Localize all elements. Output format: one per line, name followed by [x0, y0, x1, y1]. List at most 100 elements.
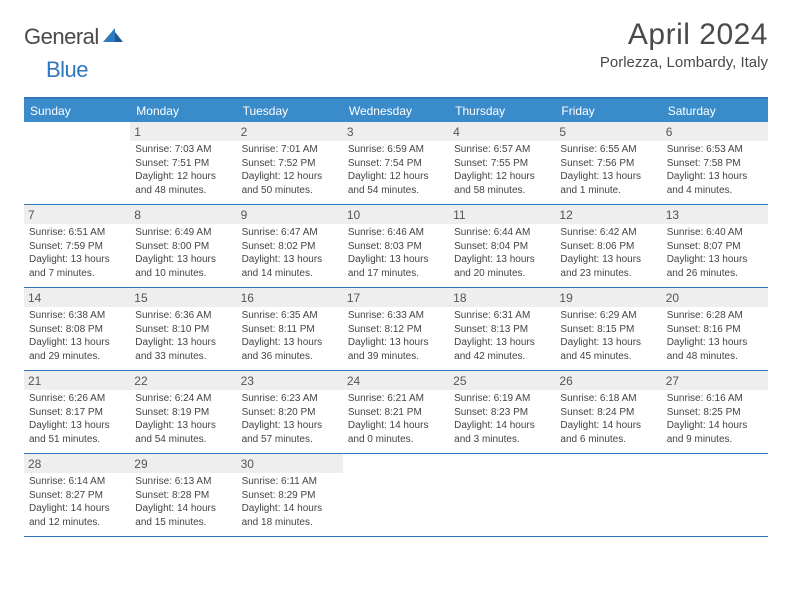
day-body: Sunrise: 6:14 AMSunset: 8:27 PMDaylight:…: [27, 475, 127, 529]
daylight-text: and 26 minutes.: [667, 267, 763, 281]
sunset-text: Sunset: 8:02 PM: [242, 240, 338, 254]
daylight-text: and 17 minutes.: [348, 267, 444, 281]
sunset-text: Sunset: 8:23 PM: [454, 406, 550, 420]
day-body: Sunrise: 6:24 AMSunset: 8:19 PMDaylight:…: [133, 392, 233, 446]
daylight-text: and 45 minutes.: [560, 350, 656, 364]
day-number: [666, 457, 764, 471]
day-number-bar: [24, 122, 130, 141]
daylight-text: Daylight: 14 hours: [454, 419, 550, 433]
day-number-bar: 13: [662, 205, 768, 224]
day-number: 10: [347, 208, 445, 222]
day-number-bar: 22: [130, 371, 236, 390]
day-cell: 13Sunrise: 6:40 AMSunset: 8:07 PMDayligh…: [662, 205, 768, 287]
daylight-text: Daylight: 13 hours: [348, 336, 444, 350]
sunset-text: Sunset: 8:10 PM: [135, 323, 231, 337]
sunset-text: Sunset: 8:20 PM: [242, 406, 338, 420]
daylight-text: and 15 minutes.: [135, 516, 231, 530]
day-number-bar: 15: [130, 288, 236, 307]
daylight-text: Daylight: 13 hours: [29, 253, 125, 267]
day-body: Sunrise: 6:46 AMSunset: 8:03 PMDaylight:…: [346, 226, 446, 280]
weekday-label: Monday: [130, 99, 236, 122]
daylight-text: Daylight: 13 hours: [29, 419, 125, 433]
sunrise-text: Sunrise: 6:59 AM: [348, 143, 444, 157]
day-number: 25: [453, 374, 551, 388]
calendar: SundayMondayTuesdayWednesdayThursdayFrid…: [24, 97, 768, 537]
day-cell: 6Sunrise: 6:53 AMSunset: 7:58 PMDaylight…: [662, 122, 768, 204]
sunrise-text: Sunrise: 6:23 AM: [242, 392, 338, 406]
daylight-text: Daylight: 13 hours: [242, 419, 338, 433]
day-cell: 14Sunrise: 6:38 AMSunset: 8:08 PMDayligh…: [24, 288, 130, 370]
day-number-bar: 7: [24, 205, 130, 224]
sunset-text: Sunset: 8:06 PM: [560, 240, 656, 254]
day-cell: 7Sunrise: 6:51 AMSunset: 7:59 PMDaylight…: [24, 205, 130, 287]
day-number: 27: [666, 374, 764, 388]
day-number: 4: [453, 125, 551, 139]
sunrise-text: Sunrise: 6:57 AM: [454, 143, 550, 157]
sunrise-text: Sunrise: 6:31 AM: [454, 309, 550, 323]
day-number-bar: 5: [555, 122, 661, 141]
sunset-text: Sunset: 7:54 PM: [348, 157, 444, 171]
day-body: Sunrise: 6:36 AMSunset: 8:10 PMDaylight:…: [133, 309, 233, 363]
day-number-bar: 17: [343, 288, 449, 307]
day-body: Sunrise: 6:49 AMSunset: 8:00 PMDaylight:…: [133, 226, 233, 280]
sunrise-text: Sunrise: 6:55 AM: [560, 143, 656, 157]
daylight-text: and 7 minutes.: [29, 267, 125, 281]
daylight-text: Daylight: 13 hours: [135, 336, 231, 350]
day-number-bar: 1: [130, 122, 236, 141]
sunset-text: Sunset: 8:04 PM: [454, 240, 550, 254]
sunset-text: Sunset: 8:21 PM: [348, 406, 444, 420]
day-number: 8: [134, 208, 232, 222]
daylight-text: Daylight: 13 hours: [454, 336, 550, 350]
day-number: 23: [241, 374, 339, 388]
weekday-label: Friday: [555, 99, 661, 122]
weekday-label: Thursday: [449, 99, 555, 122]
weekday-label: Wednesday: [343, 99, 449, 122]
daylight-text: and 23 minutes.: [560, 267, 656, 281]
day-number-bar: 20: [662, 288, 768, 307]
sunset-text: Sunset: 8:15 PM: [560, 323, 656, 337]
day-cell: 27 Sunrise: 6:16 AMSunset: 8:25 PMDayligh…: [662, 371, 768, 453]
daylight-text: and 42 minutes.: [454, 350, 550, 364]
day-cell: [449, 454, 555, 536]
day-number: [453, 457, 551, 471]
day-cell: [24, 122, 130, 204]
day-body: Sunrise: 7:03 AMSunset: 7:51 PMDaylight:…: [133, 143, 233, 197]
daylight-text: Daylight: 13 hours: [667, 253, 763, 267]
day-body: Sunrise: 6:11 AMSunset: 8:29 PMDaylight:…: [240, 475, 340, 529]
day-body: Sunrise: 6:19 AMSunset: 8:23 PMDaylight:…: [452, 392, 552, 446]
day-body: Sunrise: 6:38 AMSunset: 8:08 PMDaylight:…: [27, 309, 127, 363]
daylight-text: Daylight: 13 hours: [242, 336, 338, 350]
day-number: 21: [28, 374, 126, 388]
day-body: Sunrise: 6:16 AMSunset: 8:25 PMDaylight:…: [665, 392, 765, 446]
logo-triangle-icon: [102, 26, 124, 49]
day-cell: 16Sunrise: 6:35 AMSunset: 8:11 PMDayligh…: [237, 288, 343, 370]
day-number-bar: 16: [237, 288, 343, 307]
daylight-text: Daylight: 12 hours: [135, 170, 231, 184]
day-number: [347, 457, 445, 471]
daylight-text: Daylight: 14 hours: [348, 419, 444, 433]
weekday-label: Sunday: [24, 99, 130, 122]
day-number: 17: [347, 291, 445, 305]
sunrise-text: Sunrise: 7:01 AM: [242, 143, 338, 157]
day-number: 2: [241, 125, 339, 139]
sunrise-text: Sunrise: 6:29 AM: [560, 309, 656, 323]
sunrise-text: Sunrise: 7:03 AM: [135, 143, 231, 157]
day-body: Sunrise: 6:53 AMSunset: 7:58 PMDaylight:…: [665, 143, 765, 197]
sunset-text: Sunset: 8:17 PM: [29, 406, 125, 420]
day-cell: 17Sunrise: 6:33 AMSunset: 8:12 PMDayligh…: [343, 288, 449, 370]
daylight-text: Daylight: 14 hours: [135, 502, 231, 516]
day-number: [559, 457, 657, 471]
daylight-text: Daylight: 12 hours: [454, 170, 550, 184]
day-number: 3: [347, 125, 445, 139]
day-body: Sunrise: 6:55 AMSunset: 7:56 PMDaylight:…: [558, 143, 658, 197]
sunrise-text: Sunrise: 6:19 AM: [454, 392, 550, 406]
day-cell: 11Sunrise: 6:44 AMSunset: 8:04 PMDayligh…: [449, 205, 555, 287]
day-number: 20: [666, 291, 764, 305]
day-number-bar: 10: [343, 205, 449, 224]
day-cell: 20Sunrise: 6:28 AMSunset: 8:16 PMDayligh…: [662, 288, 768, 370]
day-number: 22: [134, 374, 232, 388]
daylight-text: and 57 minutes.: [242, 433, 338, 447]
daylight-text: Daylight: 13 hours: [667, 170, 763, 184]
day-cell: [343, 454, 449, 536]
daylight-text: and 12 minutes.: [29, 516, 125, 530]
